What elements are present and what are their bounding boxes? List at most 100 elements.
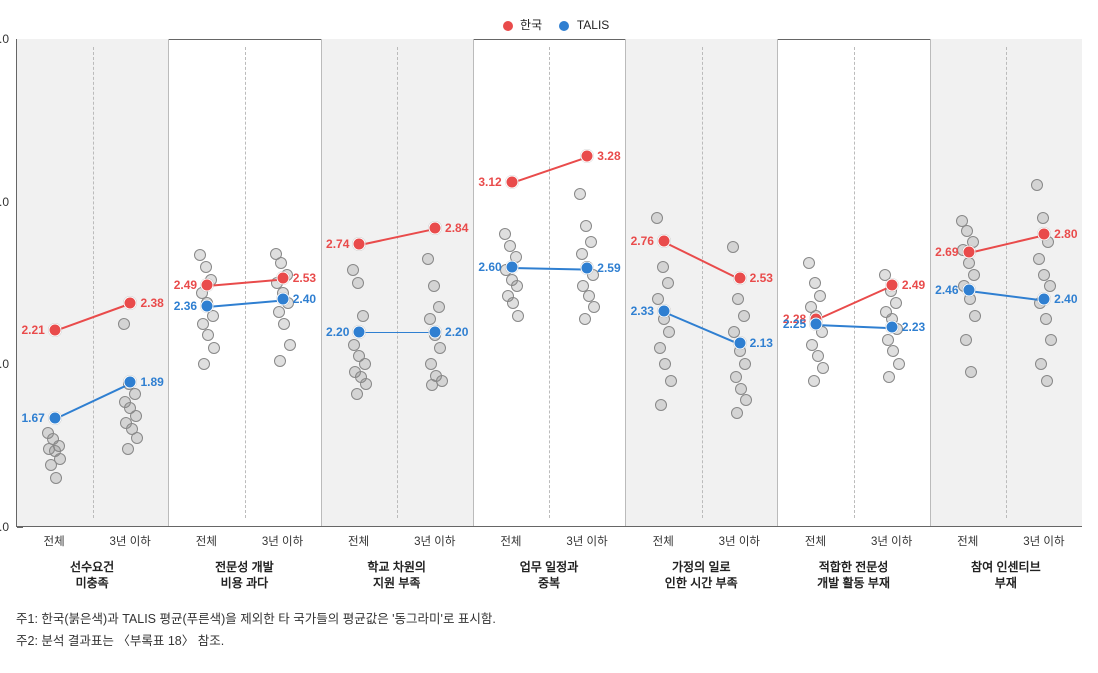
other-country-dot [118, 318, 130, 330]
y-tick-label: 4.0 [0, 32, 9, 46]
other-country-dot [961, 225, 973, 237]
panel-p5: 2.762.332.532.13 [626, 39, 778, 526]
talis-marker [733, 337, 746, 350]
talis-marker [885, 320, 898, 333]
other-country-dot [968, 269, 980, 281]
other-country-dot [583, 290, 595, 302]
other-country-dot [1038, 269, 1050, 281]
other-country-dot [50, 472, 62, 484]
talis-value-label: 2.23 [902, 320, 925, 334]
other-country-dot [202, 329, 214, 341]
panel-label: 업무 일정과 중복 [473, 559, 625, 591]
other-country-dot [806, 339, 818, 351]
x-sub-label-cell: 전체3년 이하 [777, 527, 929, 549]
x-sub-label: 3년 이하 [397, 533, 473, 549]
talis-value-label: 1.89 [140, 375, 163, 389]
other-country-dot [359, 358, 371, 370]
panel-p7: 2.692.462.802.40 [931, 39, 1082, 526]
y-tick-label: 2.0 [0, 357, 9, 371]
footnote-1: 주1: 한국(붉은색)과 TALIS 평균(푸른색)을 제외한 타 국가들의 평… [16, 609, 1082, 630]
korea-marker [276, 272, 289, 285]
x-sub-label: 3년 이하 [244, 533, 320, 549]
other-country-dot [738, 310, 750, 322]
panel-label: 가정의 일로 인한 시간 부족 [625, 559, 777, 591]
korea-marker [124, 296, 137, 309]
talis-value-label: 2.36 [174, 299, 197, 313]
x-sub-label: 3년 이하 [854, 533, 930, 549]
korea-value-label: 2.28 [783, 312, 806, 326]
other-country-dot [120, 417, 132, 429]
other-country-dot [47, 433, 59, 445]
other-country-dot [817, 362, 829, 374]
talis-marker [810, 317, 823, 330]
korea-value-label: 2.49 [902, 278, 925, 292]
legend-swatch-talis [559, 21, 569, 31]
x-sub-label-cell: 전체3년 이하 [16, 527, 168, 549]
y-tick [17, 527, 23, 528]
korea-marker [733, 272, 746, 285]
panel-label: 전문성 개발 비용 과다 [168, 559, 320, 591]
other-country-dot [1044, 280, 1056, 292]
other-country-dot [651, 212, 663, 224]
talis-value-label: 2.59 [597, 261, 620, 275]
other-country-dot [887, 345, 899, 357]
other-country-dot [45, 459, 57, 471]
talis-marker [353, 325, 366, 338]
legend-label-korea: 한국 [520, 18, 542, 32]
other-country-dot [511, 280, 523, 292]
other-country-dot [956, 215, 968, 227]
other-country-dot [284, 339, 296, 351]
x-sub-label: 전체 [625, 533, 701, 549]
other-country-dot [424, 313, 436, 325]
korea-marker [48, 324, 61, 337]
other-country-dot [200, 261, 212, 273]
other-country-dot [1041, 375, 1053, 387]
other-country-dot [194, 249, 206, 261]
other-country-dot [436, 375, 448, 387]
other-country-dot [49, 445, 61, 457]
other-country-dot [588, 301, 600, 313]
other-country-dot [880, 306, 892, 318]
other-country-dot [812, 350, 824, 362]
other-country-dot [42, 427, 54, 439]
talis-value-label: 2.20 [326, 325, 349, 339]
korea-value-label: 2.21 [21, 323, 44, 337]
other-country-dot [506, 274, 518, 286]
korea-marker [962, 246, 975, 259]
other-country-dot [969, 310, 981, 322]
korea-value-label: 2.53 [750, 271, 773, 285]
other-country-dot [275, 257, 287, 269]
other-country-dot [1037, 212, 1049, 224]
talis-value-label: 2.33 [631, 304, 654, 318]
other-country-dot [1031, 179, 1043, 191]
y-tick-label: 3.0 [0, 195, 9, 209]
other-country-dot [274, 355, 286, 367]
x-sub-label: 전체 [930, 533, 1006, 549]
other-country-dot [727, 241, 739, 253]
korea-marker [657, 234, 670, 247]
x-sub-label-cell: 전체3년 이하 [473, 527, 625, 549]
other-country-dot [425, 358, 437, 370]
other-country-dot [353, 350, 365, 362]
korea-marker [581, 150, 594, 163]
other-country-dot [351, 388, 363, 400]
other-country-dot [422, 253, 434, 265]
other-country-dot [54, 453, 66, 465]
korea-marker [885, 278, 898, 291]
other-country-dot [890, 297, 902, 309]
talis-value-label: 2.40 [293, 292, 316, 306]
other-country-dot [124, 402, 136, 414]
talis-marker [124, 376, 137, 389]
footnote-2: 주2: 분석 결과표는 〈부록표 18〉 참조. [16, 631, 1082, 652]
other-country-dot [122, 443, 134, 455]
other-country-dot [814, 290, 826, 302]
other-country-dot [197, 318, 209, 330]
chart-container: 한국 TALIS 1.02.03.04.02.211.672.381.892.4… [16, 16, 1082, 652]
korea-value-label: 3.28 [597, 149, 620, 163]
x-sub-label: 3년 이하 [549, 533, 625, 549]
korea-value-label: 2.49 [174, 278, 197, 292]
talis-value-label: 2.46 [935, 283, 958, 297]
x-sub-label: 3년 이하 [701, 533, 777, 549]
x-sub-label: 전체 [777, 533, 853, 549]
plot-area: 1.02.03.04.02.211.672.381.892.492.362.53… [16, 39, 1082, 527]
